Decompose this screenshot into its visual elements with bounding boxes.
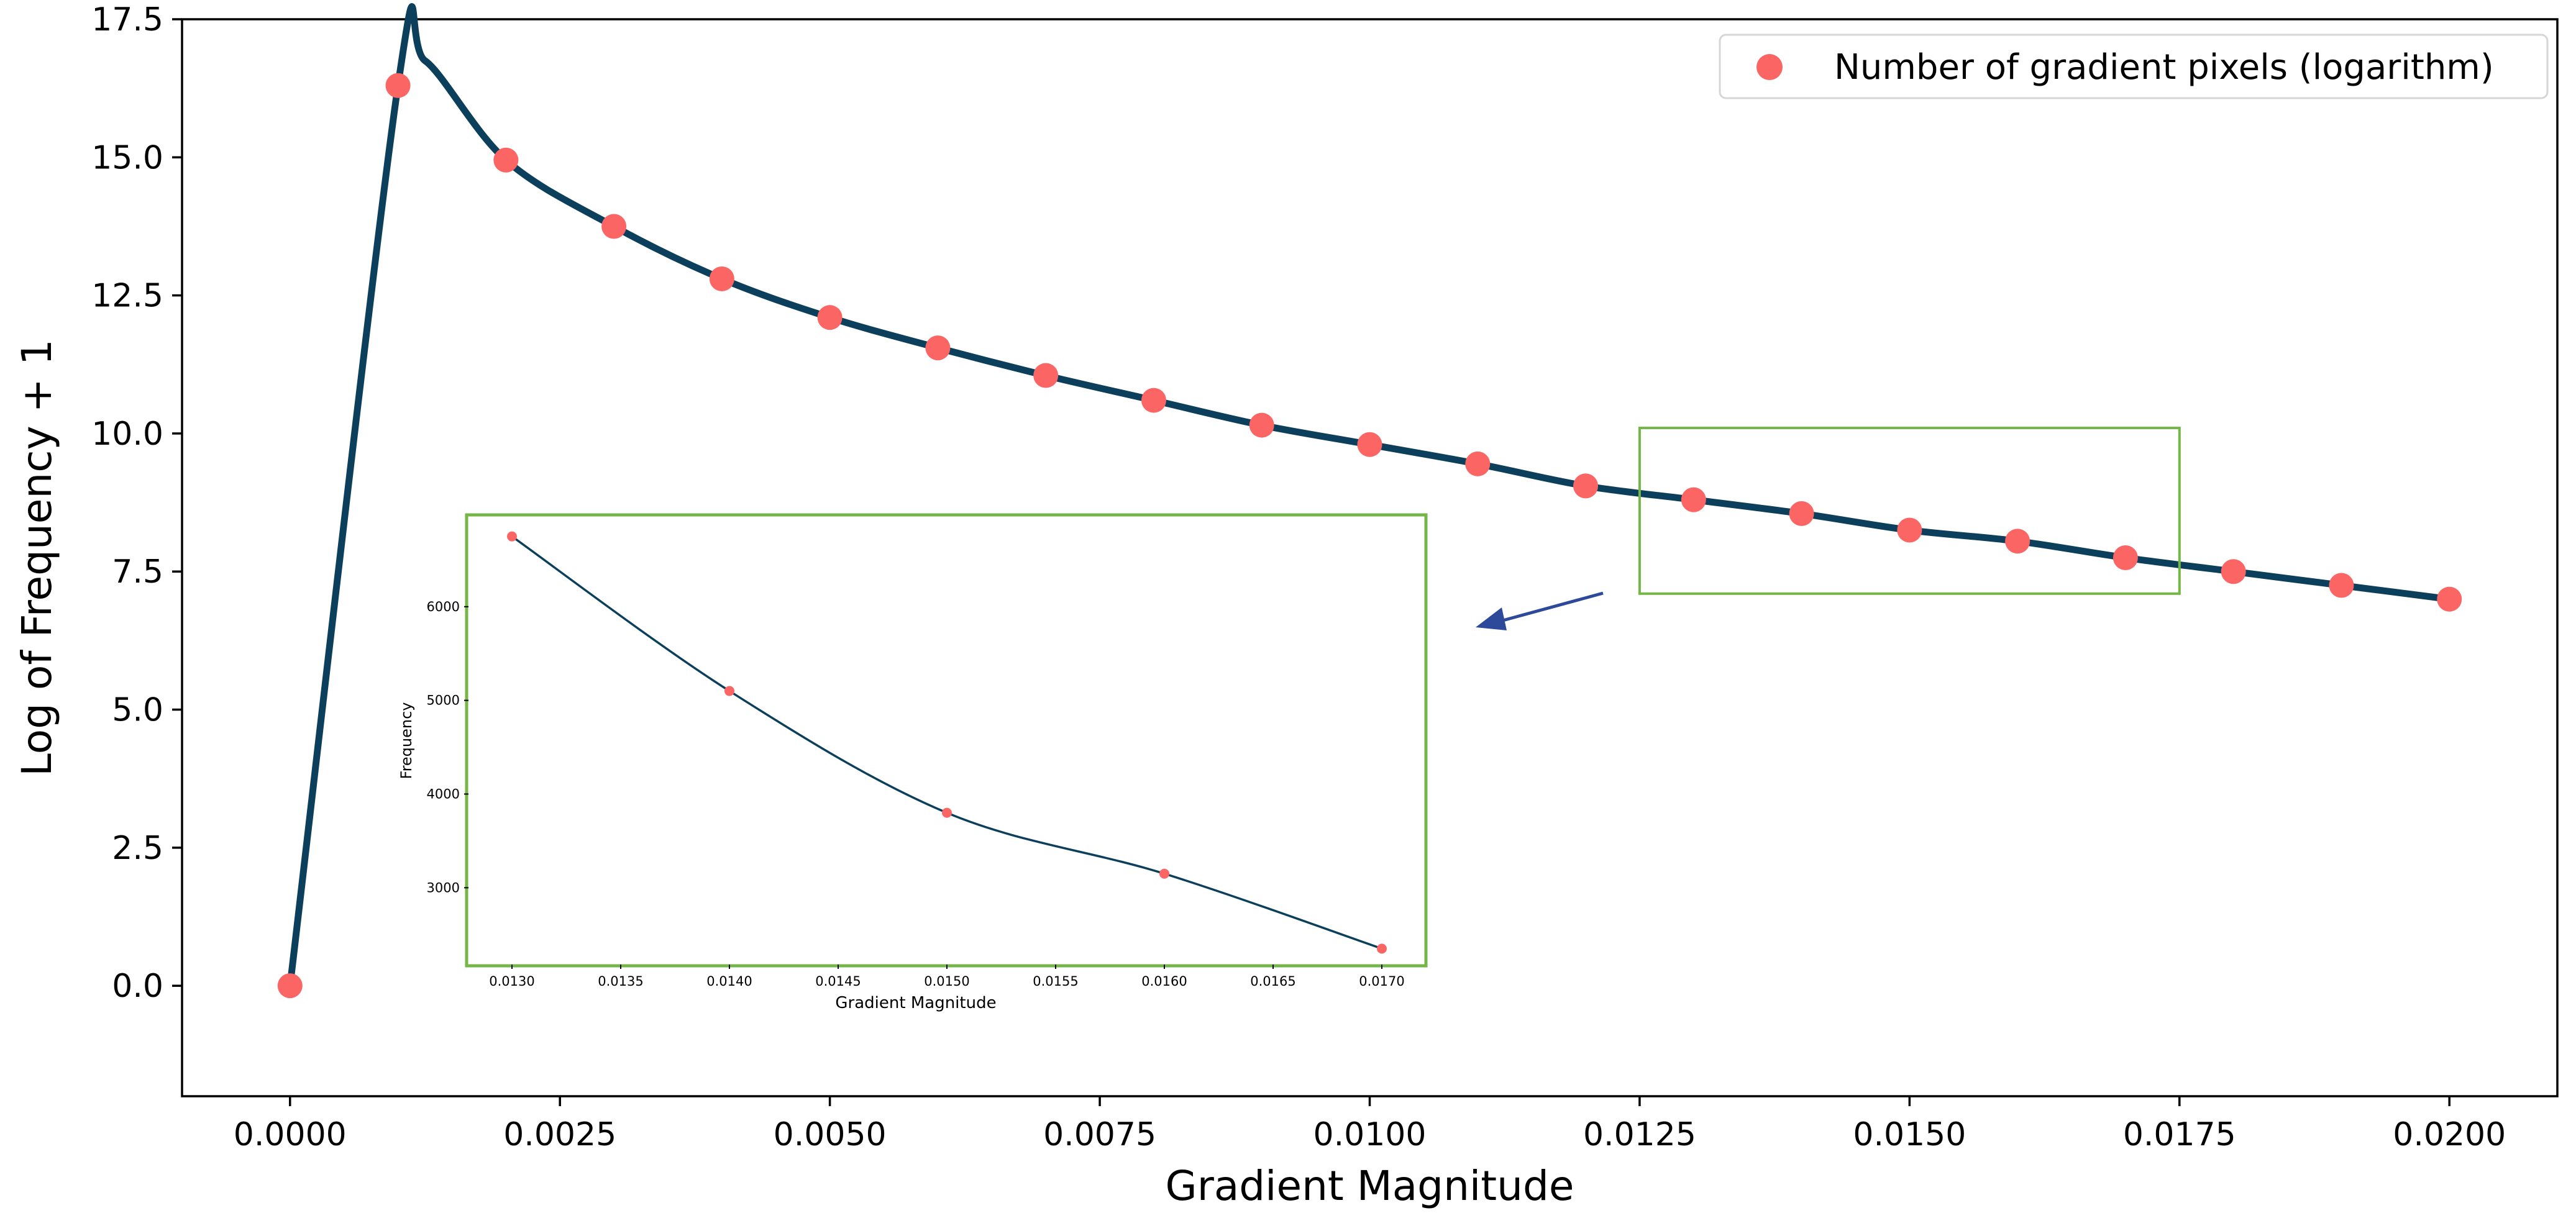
main-x-tick-label: 0.0025 <box>503 1116 616 1153</box>
main-data-point <box>2005 529 2030 554</box>
arrow-shaft <box>1500 591 1604 623</box>
inset-data-point <box>724 686 734 696</box>
main-x-axis-label: Gradient Magnitude <box>1166 1162 1574 1210</box>
inset-background <box>465 514 1425 967</box>
inset-data-point <box>1377 943 1387 954</box>
main-data-point <box>925 335 951 361</box>
legend-marker <box>1756 54 1783 80</box>
main-x-ticks: 0.0000 0.0025 0.0050 0.0075 0.0100 0.0125 0.01… <box>234 1096 2506 1153</box>
main-data-point <box>2329 573 2354 598</box>
main-y-axis-label: Log of Frequency + 1 <box>13 339 61 776</box>
main-y-tick-label: 12.5 <box>91 278 163 315</box>
inset-x-tick-label: 0.0130 <box>489 974 534 989</box>
zoom-region-box <box>1638 427 2181 595</box>
inset-y-tick-label: 5000 <box>427 693 460 708</box>
main-y-tick-label: 17.5 <box>91 1 163 39</box>
main-series-points <box>277 73 2462 999</box>
main-y-tick-label: 10.0 <box>91 416 163 453</box>
main-x-tick-label: 0.0150 <box>1853 1116 1966 1153</box>
inset-x-tick-label: 0.0145 <box>815 974 861 989</box>
main-data-point <box>1789 501 1814 526</box>
main-x-tick-label: 0.0100 <box>1313 1116 1427 1153</box>
main-y-tick-label: 0.0 <box>112 968 163 1005</box>
inset-x-tick-label: 0.0160 <box>1141 974 1187 989</box>
zoom-arrow <box>1476 591 1604 630</box>
main-data-point <box>1033 363 1059 388</box>
main-x-tick-label: 0.0175 <box>2123 1116 2236 1153</box>
inset-x-tick-label: 0.0170 <box>1359 974 1404 989</box>
main-x-tick-label: 0.0075 <box>1043 1116 1156 1153</box>
main-data-point <box>2221 559 2246 584</box>
main-y-tick-label: 7.5 <box>112 553 163 591</box>
main-y-ticks: 0.0 2.5 5.0 7.5 10.0 12.5 15.0 17.5 <box>91 1 182 1005</box>
inset-x-axis-label: Gradient Magnitude <box>835 994 996 1012</box>
main-data-point <box>1573 473 1599 499</box>
main-data-point <box>2437 586 2462 612</box>
main-y-tick-label: 15.0 <box>91 139 163 176</box>
inset-y-tick-label: 4000 <box>427 786 460 801</box>
main-data-point <box>277 973 303 999</box>
main-data-point <box>1141 388 1166 413</box>
inset-y-ticks: 3000 4000 5000 6000 <box>427 599 468 895</box>
main-data-point <box>1357 432 1382 457</box>
main-x-tick-label: 0.0125 <box>1583 1116 1696 1153</box>
main-plot: 0.0000 0.0025 0.0050 0.0075 0.0100 0.0125 0.01… <box>13 1 2559 1210</box>
main-data-point <box>1465 451 1491 476</box>
inset-y-axis-label: Frequency <box>398 702 415 779</box>
main-data-point <box>601 214 627 239</box>
main-y-tick-label: 5.0 <box>112 692 163 729</box>
main-x-tick-label: 0.0000 <box>234 1116 347 1153</box>
main-data-point <box>709 266 734 291</box>
main-data-point <box>385 73 411 98</box>
inset-x-tick-label: 0.0155 <box>1033 974 1078 989</box>
main-data-point <box>2112 545 2138 570</box>
main-y-tick-label: 2.5 <box>112 830 163 867</box>
main-data-point <box>817 305 843 330</box>
inset-x-tick-label: 0.0135 <box>598 974 643 989</box>
inset-data-point <box>507 531 517 542</box>
legend-frame <box>1719 34 2549 99</box>
arrow-head <box>1476 607 1507 630</box>
inset-data-point <box>1159 868 1169 879</box>
main-data-point <box>1897 517 1922 543</box>
main-x-tick-label: 0.0050 <box>774 1116 887 1153</box>
inset-y-tick-label: 6000 <box>427 599 460 614</box>
inset-plot: 0.0130 0.0135 0.0140 0.0145 0.0150 0.0155 0.01… <box>398 513 1428 1012</box>
inset-y-tick-label: 3000 <box>427 880 460 895</box>
inset-x-tick-label: 0.0140 <box>706 974 752 989</box>
inset-series-points <box>507 531 1387 954</box>
main-data-point <box>1681 487 1706 512</box>
legend-entry-label: Number of gradient pixels (logarithm) <box>1834 47 2494 88</box>
inset-x-tick-label: 0.0150 <box>924 974 969 989</box>
main-data-point <box>1249 412 1274 438</box>
main-x-tick-label: 0.0200 <box>2393 1116 2506 1153</box>
inset-x-ticks: 0.0130 0.0135 0.0140 0.0145 0.0150 0.0155 0.01… <box>489 965 1405 989</box>
main-data-point <box>493 147 519 173</box>
inset-data-point <box>942 807 952 818</box>
legend: Number of gradient pixels (logarithm) <box>1719 34 2549 99</box>
inset-x-tick-label: 0.0165 <box>1250 974 1295 989</box>
